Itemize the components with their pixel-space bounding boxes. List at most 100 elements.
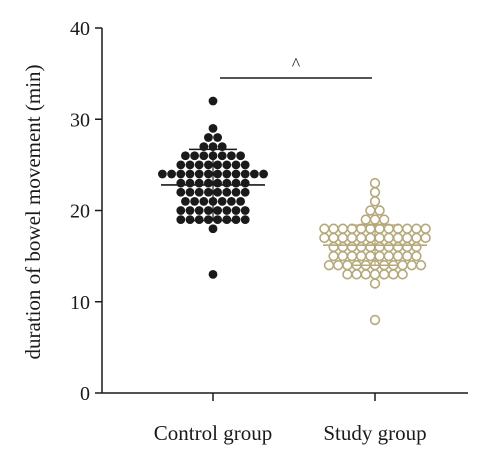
data-point (185, 206, 195, 215)
data-point (240, 160, 250, 170)
data-point (181, 151, 190, 161)
significance-label: ^ (292, 54, 301, 74)
data-point (369, 214, 381, 225)
data-point (204, 169, 213, 179)
data-point (185, 187, 195, 197)
data-point (185, 160, 195, 170)
data-point (185, 215, 195, 225)
data-point (167, 169, 177, 179)
data-point (176, 160, 186, 170)
data-point (383, 232, 394, 244)
x-category-label: Control group (154, 421, 272, 445)
data-point (204, 215, 213, 225)
data-point (379, 269, 390, 280)
data-point (204, 160, 213, 170)
data-point (346, 232, 358, 244)
data-point (231, 160, 241, 170)
data-point (411, 232, 422, 244)
data-point (231, 206, 241, 215)
data-point (227, 196, 236, 206)
data-point (222, 206, 232, 215)
y-tick-label: 40 (70, 18, 90, 40)
data-point (236, 151, 246, 161)
data-point (319, 223, 330, 234)
data-point (199, 151, 209, 161)
data-point (176, 178, 186, 188)
data-point (176, 206, 186, 215)
data-point (204, 178, 213, 188)
data-point (199, 196, 209, 206)
data-point (227, 151, 236, 161)
data-point (337, 241, 348, 253)
data-point (397, 269, 408, 280)
data-point (351, 269, 362, 280)
data-point (194, 169, 204, 179)
y-tick-label: 10 (70, 292, 90, 314)
data-point (402, 241, 413, 253)
data-point (411, 223, 422, 234)
data-point (213, 206, 223, 215)
data-point (208, 96, 218, 106)
data-point (392, 232, 404, 244)
data-point (194, 160, 204, 170)
data-point (204, 133, 213, 142)
data-point (388, 269, 399, 280)
data-point (328, 241, 339, 253)
data-point (181, 196, 190, 206)
x-axis: Control group Study group (102, 392, 468, 445)
data-point (222, 215, 232, 225)
data-point (369, 196, 381, 207)
data-point (402, 232, 413, 244)
data-point (356, 241, 367, 253)
data-point (222, 160, 232, 170)
data-point (222, 169, 232, 179)
data-point (250, 169, 259, 179)
data-point (176, 169, 186, 179)
data-point (323, 260, 335, 271)
data-point (369, 278, 381, 289)
data-point (176, 187, 186, 197)
data-point (337, 232, 348, 244)
data-point (402, 223, 413, 234)
data-point (342, 269, 353, 280)
summary-lines (161, 148, 427, 266)
data-point (360, 214, 371, 225)
data-point (369, 269, 381, 280)
data-point (356, 250, 367, 262)
data-point (342, 260, 353, 271)
data-point (208, 123, 218, 133)
data-point (383, 241, 394, 253)
data-point (397, 260, 408, 271)
data-point (383, 250, 394, 262)
data-point (231, 178, 241, 188)
data-point (406, 260, 417, 271)
y-tick-label: 30 (70, 109, 90, 131)
data-point (392, 250, 404, 262)
data-point (213, 133, 223, 142)
data-point (346, 250, 358, 262)
data-point (369, 314, 381, 326)
data-point (240, 169, 250, 179)
data-point (415, 260, 427, 271)
data-point (333, 260, 344, 271)
data-point (240, 206, 250, 215)
x-category-label: Study group (323, 421, 426, 445)
data-point (369, 187, 381, 198)
data-point (176, 215, 186, 225)
data-point (194, 206, 204, 215)
data-point (236, 196, 246, 206)
y-axis-title: duration of bowel movement (min) (21, 64, 45, 359)
data-point (420, 232, 431, 244)
data-point (379, 214, 390, 225)
data-point (365, 232, 376, 244)
data-point (259, 169, 268, 179)
significance-annotation: ^ (220, 54, 372, 79)
data-point (365, 205, 376, 216)
data-point (231, 215, 241, 225)
data-point (411, 241, 422, 253)
data-point (213, 215, 223, 225)
data-point (231, 169, 241, 179)
y-tick-label: 0 (80, 383, 90, 405)
data-point (374, 232, 385, 244)
